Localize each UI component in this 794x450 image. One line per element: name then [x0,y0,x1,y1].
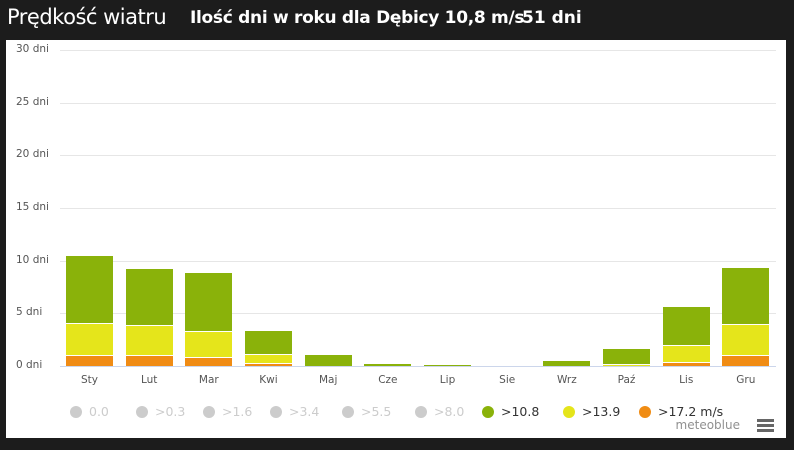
bar-segment[interactable] [304,353,352,366]
bar-segment[interactable] [125,354,173,366]
x-tick-label: Sty [81,374,98,386]
bar-sty[interactable] [66,255,113,366]
x-tick-label: Lis [679,374,694,386]
legend-dot-icon [203,405,215,418]
legend-item[interactable]: >10.8 [482,404,539,419]
y-tick-label: 0 dni [16,359,43,371]
page-title: Prędkość wiatru [7,5,167,29]
gridline [60,50,776,52]
legend-item[interactable]: >1.6 [203,404,252,419]
bar-paź[interactable] [603,348,651,366]
bar-segment[interactable] [603,363,651,366]
bar-segment[interactable] [125,268,173,325]
bar-segment[interactable] [185,272,233,332]
bar-segment[interactable] [364,362,412,366]
hamburger-icon-line [757,429,774,432]
legend-item[interactable]: 0.0 [70,404,109,419]
bar-segment[interactable] [662,344,710,362]
chart-panel: 0 dni 5 dni 10 dni 15 dni 20 dni 25 dni 30 dni… [6,40,786,438]
bar-segment[interactable] [662,306,710,345]
bar-gru[interactable] [722,267,770,366]
y-tick-label: 10 dni [16,253,49,266]
chart-menu-button[interactable] [757,419,774,432]
x-tick-label: Lip [439,374,456,386]
gridline [60,155,776,157]
y-tick-label: 25 dni [16,95,49,108]
y-tick-label: 30 dni [16,43,49,56]
legend-dot-icon [342,405,354,418]
x-tick-label: Gru [736,374,756,386]
legend-item[interactable]: >0.3 [136,404,185,419]
legend-item[interactable]: >8.0 [415,404,464,419]
bar-segment[interactable] [245,362,292,366]
legend-label: >13.9 [582,404,621,419]
legend-label: >0.3 [155,404,186,419]
bar-segment[interactable] [424,364,472,366]
x-tick-label: Lut [140,374,158,386]
x-tick-label: Maj [318,374,338,386]
legend-dot-icon [270,405,282,418]
legend-label: 0.0 [89,404,109,419]
meteoblue-credit[interactable]: meteoblue [675,418,740,432]
bar-segment[interactable] [66,354,113,366]
y-tick-label: 20 dni [16,148,49,161]
legend-label: >5.5 [361,404,392,419]
legend-dot-icon [563,405,575,418]
bar-segment[interactable] [662,361,710,366]
days-count: 51 dni [522,8,582,28]
legend-label: >17.2 m/s [658,404,724,419]
x-tick-label: Sie [499,374,516,386]
bar-lut[interactable] [125,268,173,366]
bar-segment[interactable] [245,353,292,363]
x-tick-label: Kwi [259,374,278,386]
x-tick-label: Mar [198,374,219,386]
x-tick-label: Cze [378,374,398,386]
legend-label: >3.4 [289,404,320,419]
gridline [60,313,776,315]
bar-segment[interactable] [722,323,770,355]
bar-maj[interactable] [304,353,352,366]
bar-segment[interactable] [543,360,591,366]
bar-kwi[interactable] [245,330,292,366]
legend-dot-icon [639,405,651,418]
gridline [60,102,776,104]
y-tick-label: 5 dni [16,306,43,319]
bar-segment[interactable] [603,348,651,364]
x-tick-label: Wrz [556,374,577,386]
bar-segment[interactable] [66,322,113,355]
bar-segment[interactable] [185,331,233,358]
bar-cze[interactable] [364,362,412,366]
bar-segment[interactable] [722,267,770,324]
legend-item[interactable]: >13.9 [563,404,620,419]
bar-lis[interactable] [662,306,710,366]
bar-mar[interactable] [185,272,233,366]
legend-item[interactable]: >17.2 m/s [639,404,723,419]
hamburger-icon-line [757,419,774,422]
bar-segment[interactable] [185,357,233,366]
x-tick-label: Paź [617,374,636,386]
gridline [60,208,776,210]
legend-dot-icon [70,405,82,418]
legend-dot-icon [415,405,427,418]
y-tick-label: 15 dni [16,201,49,214]
header: Prędkość wiatru Ilość dni w roku dla Dęb… [0,0,794,40]
legend-label: >8.0 [434,404,465,419]
bar-segment[interactable] [125,324,173,355]
gridline [60,260,776,262]
legend-dot-icon [482,405,494,418]
legend-item[interactable]: >3.4 [270,404,319,419]
hamburger-icon-line [757,424,774,427]
legend-item[interactable]: >5.5 [342,404,391,419]
bar-segment[interactable] [66,255,113,323]
bar-wrz[interactable] [543,360,591,366]
legend-label: >1.6 [222,404,253,419]
x-axis-baseline [60,366,776,367]
chart-subtitle: Ilość dni w roku dla Dębicy 10,8 m/s [190,8,525,28]
bar-lip[interactable] [424,364,472,366]
bar-segment[interactable] [722,354,770,366]
bar-segment[interactable] [245,330,292,354]
legend-dot-icon [136,405,148,418]
legend-label: >10.8 [501,404,540,419]
